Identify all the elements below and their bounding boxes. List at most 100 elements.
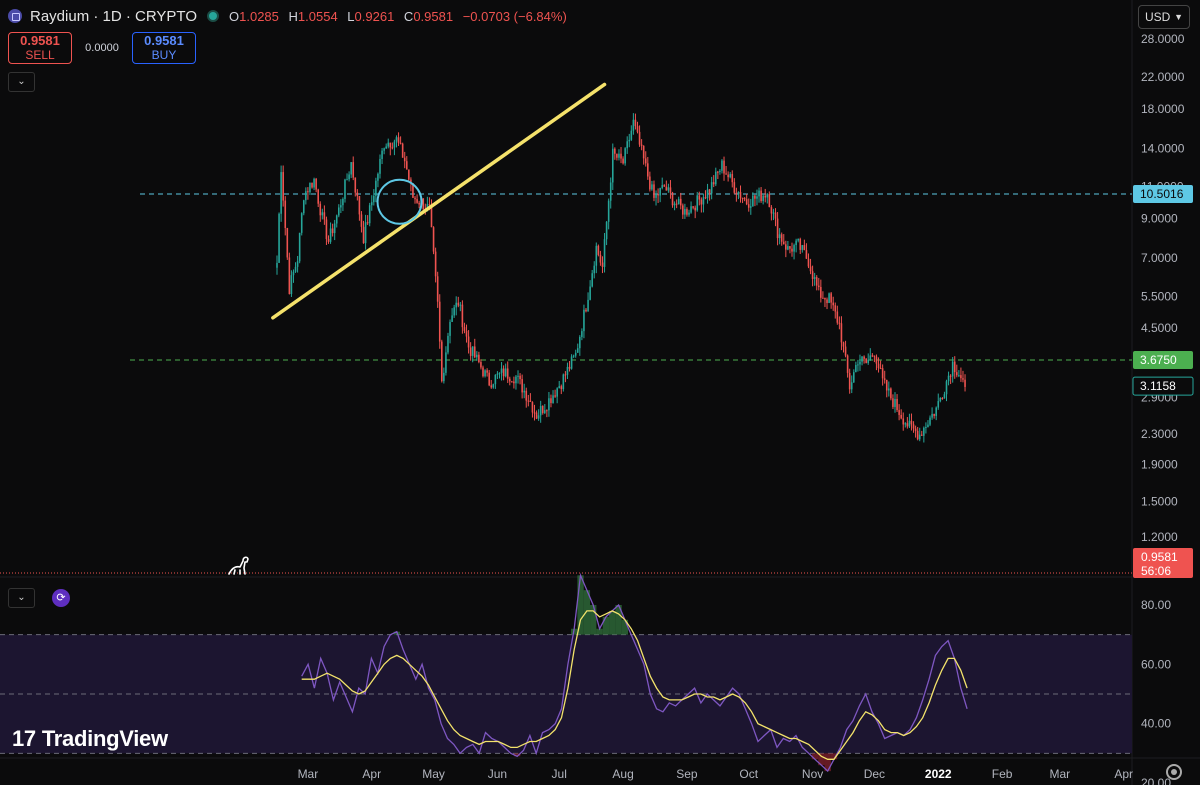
candle-body — [412, 183, 414, 198]
currency-select[interactable]: USD ▼ — [1138, 5, 1190, 29]
candle-body — [669, 187, 672, 193]
candle-body — [815, 277, 818, 286]
collapse-rsi-button[interactable]: ⌄ — [8, 588, 35, 608]
rsi-extreme-fill — [602, 616, 610, 635]
candle-body — [939, 397, 942, 402]
candle-body — [688, 212, 690, 215]
time-tick-label: Dec — [864, 767, 885, 781]
rsi-tick-label: 60.00 — [1141, 657, 1171, 671]
candle-body — [702, 197, 705, 205]
candle-body — [778, 234, 781, 239]
rsi-extreme-fill — [577, 575, 584, 635]
candle-body — [506, 368, 509, 379]
candle-body — [850, 382, 853, 390]
candle-body — [896, 398, 898, 411]
candle-body — [949, 375, 952, 377]
indicator-refresh-icon[interactable]: ⟳ — [52, 589, 70, 607]
candle-body — [568, 366, 571, 369]
market-status-dot-icon[interactable] — [207, 10, 219, 22]
candle-body — [595, 245, 598, 266]
trade-panel: 0.9581 SELL 0.0000 0.9581 BUY — [8, 32, 196, 64]
candle-body — [908, 420, 911, 427]
candle-body — [364, 222, 367, 244]
candle-body — [826, 299, 828, 303]
candle-body — [838, 322, 841, 324]
candle-body — [566, 366, 569, 375]
candle-body — [855, 365, 857, 373]
candle-body — [787, 246, 789, 250]
candle-body — [574, 352, 577, 356]
support-level-label-bg — [1133, 351, 1193, 370]
candle-body — [587, 299, 589, 312]
candle-body — [500, 368, 503, 373]
candle-body — [344, 179, 346, 199]
candle-body — [498, 372, 501, 374]
candle-body — [389, 142, 392, 148]
candle-body — [276, 262, 278, 268]
current-close-label: 3.1158 — [1140, 379, 1176, 393]
candle-body — [824, 297, 826, 300]
sell-button[interactable]: 0.9581 SELL — [8, 32, 72, 64]
candle-body — [564, 374, 567, 376]
rsi-extreme-fill — [824, 753, 831, 772]
candle-body — [945, 381, 948, 395]
collapse-legend-button[interactable]: ⌄ — [8, 72, 35, 92]
symbol-title[interactable]: Raydium · 1D · CRYPTO — [30, 7, 197, 25]
last-price-tag-bg — [1133, 548, 1193, 578]
candle-body — [492, 384, 495, 388]
candle-body — [319, 203, 322, 216]
chevron-down-icon: ▼ — [1174, 12, 1183, 22]
candle-body — [476, 354, 478, 358]
candle-body — [820, 286, 822, 298]
candle-body — [667, 187, 670, 191]
candle-body — [305, 191, 307, 201]
candle-body — [836, 311, 839, 323]
price-tick-label: 1.5000 — [1141, 495, 1178, 509]
resistance-level-label-bg — [1133, 185, 1193, 204]
candle-body — [881, 368, 884, 379]
candle-body — [785, 244, 787, 250]
candle-body — [735, 192, 738, 195]
candle-body — [278, 213, 280, 263]
candle-body — [830, 293, 832, 303]
candle-body — [916, 430, 919, 440]
candle-body — [690, 206, 692, 213]
candle-body — [414, 197, 416, 200]
candle-body — [622, 158, 624, 164]
candle-body — [832, 302, 834, 306]
close-value: 0.9581 — [413, 8, 454, 24]
candle-body — [426, 204, 429, 210]
candle-body — [614, 148, 616, 154]
candle-body — [449, 321, 451, 336]
time-tick-label: Feb — [992, 767, 1013, 781]
candle-body — [533, 412, 536, 414]
price-tick-label: 2.3000 — [1141, 427, 1178, 441]
candle-body — [848, 372, 851, 390]
candle-body — [554, 395, 556, 397]
change-value: −0.0703 (−6.84%) — [462, 8, 567, 24]
price-tick-label: 1.9000 — [1141, 457, 1178, 471]
candle-body — [618, 153, 620, 158]
rsi-extreme-fill — [818, 753, 825, 766]
time-tick-label: Nov — [802, 767, 823, 781]
candle-body — [708, 189, 711, 194]
gear-icon[interactable] — [1166, 764, 1182, 780]
candle-body — [869, 355, 872, 360]
candle-body — [927, 424, 929, 427]
candle-body — [327, 239, 330, 242]
candle-body — [282, 172, 284, 201]
time-tick-label: Mar — [1049, 767, 1070, 781]
tradingview-watermark[interactable]: 17 TradingView — [12, 726, 168, 752]
candle-body — [572, 355, 575, 357]
candle-body — [290, 275, 293, 295]
candle-body — [894, 398, 896, 407]
candle-body — [867, 359, 870, 363]
candle-body — [560, 386, 563, 390]
time-tick-label: Oct — [739, 767, 758, 781]
candle-body — [502, 368, 505, 377]
support-level-label: 3.6750 — [1140, 353, 1177, 367]
rsi-extreme-fill — [596, 628, 603, 635]
buy-button[interactable]: 0.9581 BUY — [132, 32, 196, 64]
candle-body — [958, 375, 960, 377]
